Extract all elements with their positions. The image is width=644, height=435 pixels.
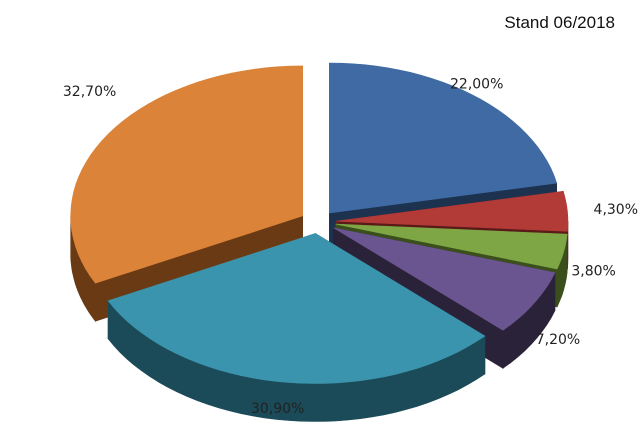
slice-label-5: 32,70% <box>63 84 116 100</box>
slice-3 <box>333 227 556 331</box>
stand-date-label: Stand 06/2018 <box>504 13 615 32</box>
slice-2 <box>335 223 568 270</box>
slice-5 <box>70 65 304 284</box>
slice-1 <box>335 190 569 232</box>
slice-4 <box>107 233 486 384</box>
slice-label-0: 22,00% <box>450 77 503 93</box>
slice-0 <box>329 62 558 214</box>
slice-label-1: 4,30% <box>594 202 638 218</box>
slice-label-4: 30,90% <box>251 401 304 417</box>
slice-label-2: 3,80% <box>571 264 615 280</box>
slice-label-3: 7,20% <box>536 332 580 348</box>
